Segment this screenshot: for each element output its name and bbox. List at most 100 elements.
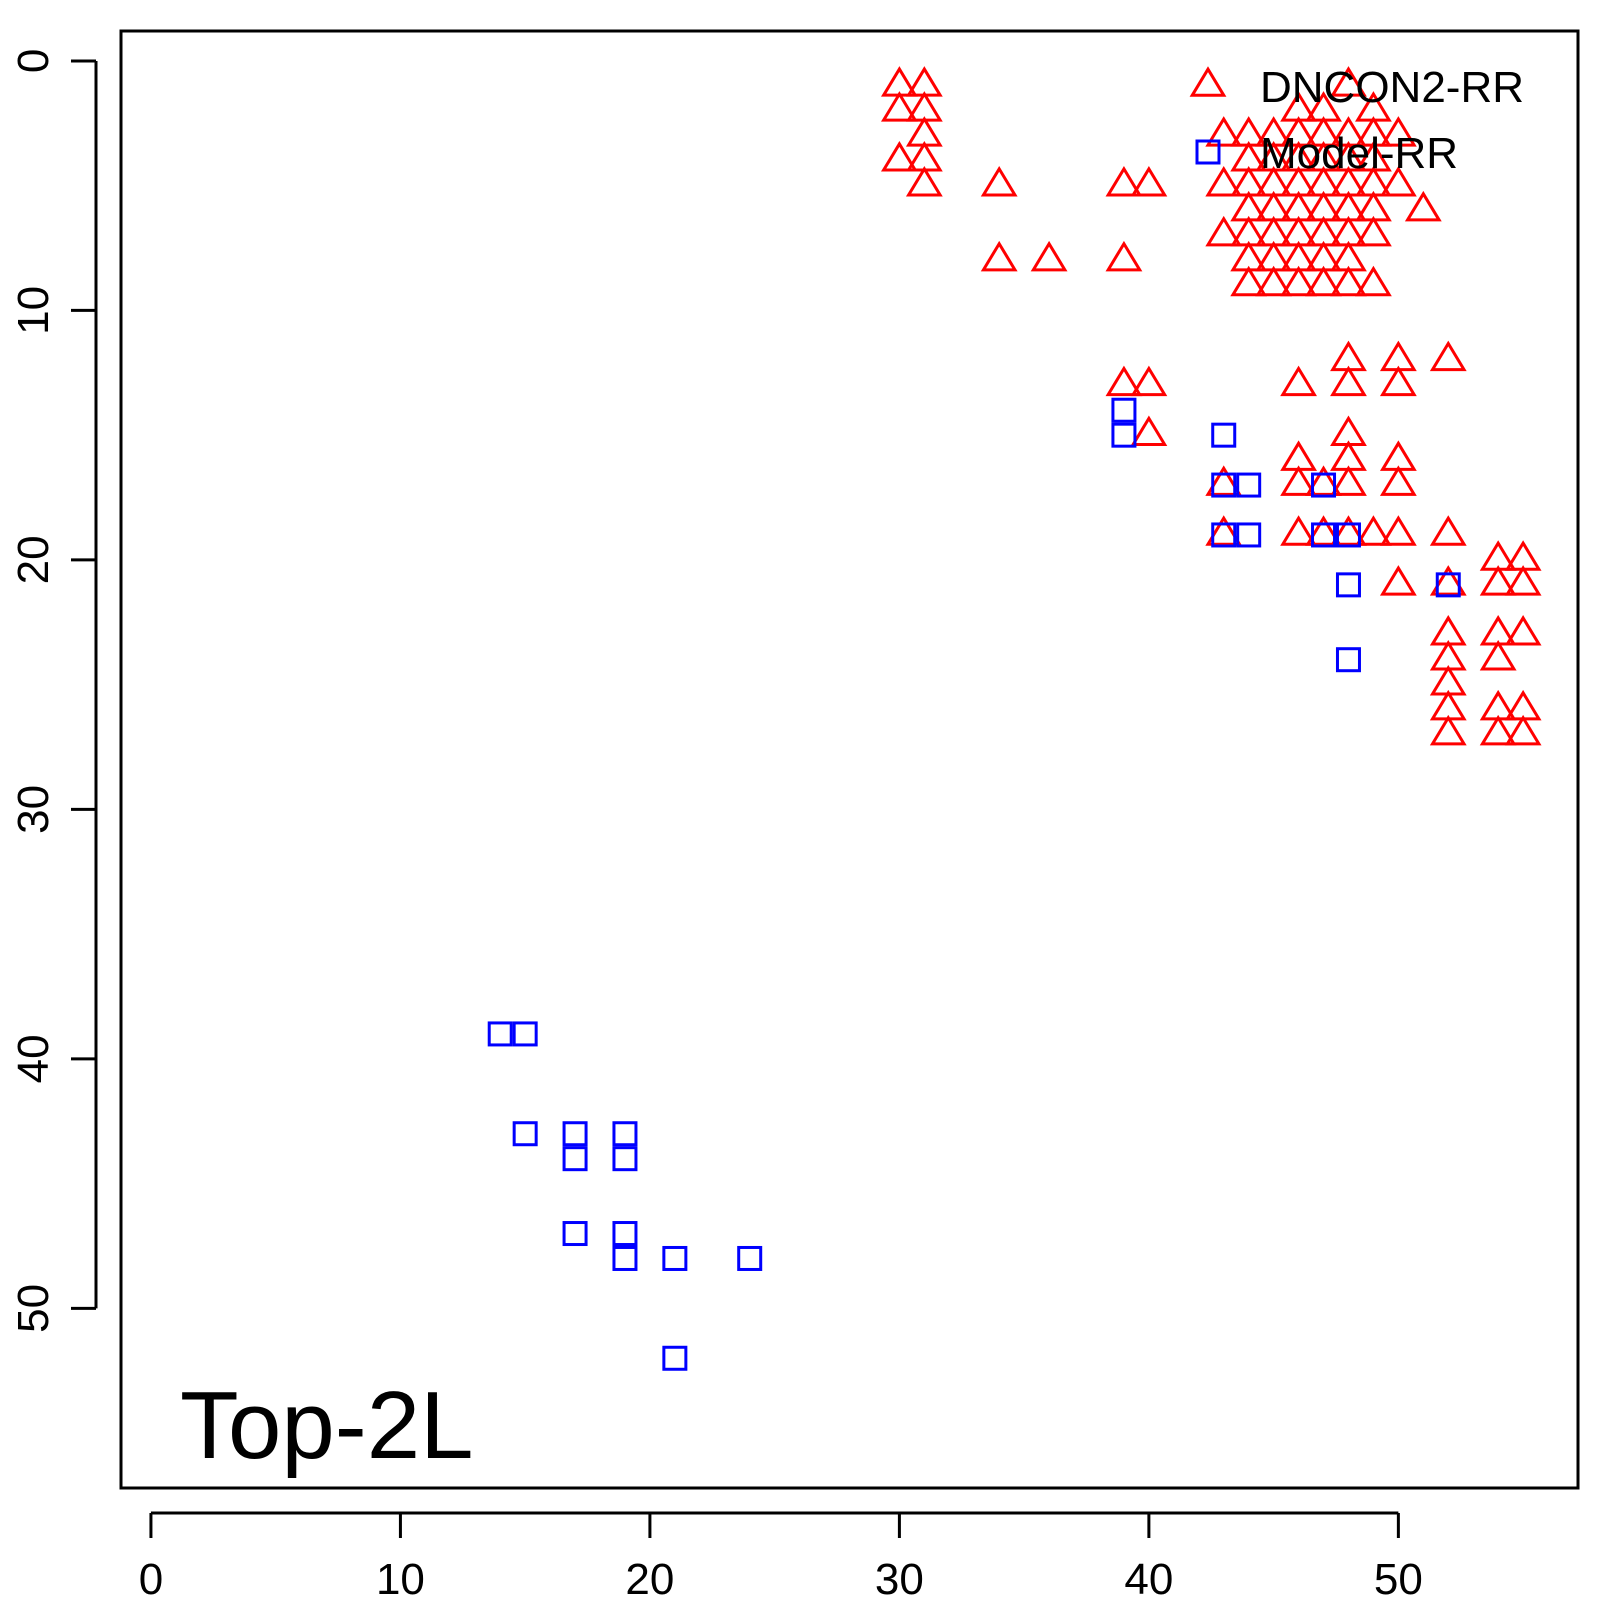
model-rr-point bbox=[1335, 572, 1361, 598]
model-rr-point bbox=[512, 1121, 538, 1147]
x-tick-label: 0 bbox=[139, 1555, 163, 1600]
dncon2-rr-point bbox=[1504, 714, 1542, 746]
model-rr-point bbox=[1211, 422, 1237, 448]
model-rr-point bbox=[562, 1146, 588, 1172]
dncon2-rr-point bbox=[1379, 515, 1417, 546]
model-rr-point bbox=[1236, 522, 1262, 548]
dncon2-rr-point bbox=[880, 141, 918, 172]
x-tick-label: 10 bbox=[376, 1555, 425, 1600]
dncon2-rr-point bbox=[1379, 165, 1417, 197]
y-tick-label: 10 bbox=[9, 286, 58, 335]
dncon2-rr-point bbox=[1429, 714, 1467, 746]
dncon2-rr-point bbox=[1429, 515, 1467, 546]
legend: DNCON2-RR Model-RR bbox=[1189, 63, 1524, 178]
model-rr-point bbox=[1435, 572, 1461, 598]
dncon2-rr-point bbox=[1404, 190, 1442, 222]
dncon2-rr-point bbox=[1330, 265, 1367, 297]
model-rr-point bbox=[612, 1146, 638, 1172]
model-rr-point bbox=[1335, 647, 1361, 673]
dncon2-rr-point bbox=[1205, 215, 1243, 247]
dncon2-rr-point bbox=[1330, 465, 1367, 496]
y-axis: 0 10 20 30 40 50 bbox=[9, 49, 98, 1333]
dncon2-rr-point bbox=[1429, 565, 1467, 596]
x-tick-label: 50 bbox=[1374, 1555, 1423, 1600]
dncon2-rr-point bbox=[880, 91, 918, 122]
dncon2-rr-point bbox=[1280, 465, 1317, 496]
y-tick-label: 0 bbox=[9, 49, 58, 73]
x-tick-label: 20 bbox=[625, 1555, 674, 1600]
model-rr-point bbox=[1211, 472, 1237, 498]
dncon2-rr-point bbox=[1255, 265, 1293, 297]
y-tick-label: 20 bbox=[9, 535, 58, 584]
model-rr-point bbox=[1111, 397, 1137, 423]
model-rr-point bbox=[1311, 472, 1337, 498]
dncon2-rr-point bbox=[980, 240, 1018, 272]
model-rr-point bbox=[562, 1221, 588, 1247]
dncon2-rr-point bbox=[905, 165, 943, 197]
y-tick-label: 50 bbox=[9, 1284, 58, 1333]
dncon2-rr-point bbox=[1205, 165, 1243, 197]
model-rr-point bbox=[487, 1021, 513, 1047]
data-points bbox=[487, 66, 1542, 1371]
dncon2-rr-point bbox=[1379, 465, 1417, 496]
chart-annotation: Top-2L bbox=[180, 1372, 474, 1479]
y-tick-label: 40 bbox=[9, 1034, 58, 1083]
dncon2-rr-point bbox=[1355, 265, 1392, 297]
legend-marker bbox=[1189, 66, 1227, 97]
dncon2-rr-point bbox=[1305, 265, 1342, 297]
dncon2-rr-point bbox=[1130, 415, 1168, 446]
dncon2-rr-point bbox=[1105, 365, 1143, 397]
dncon2-rr-point bbox=[1429, 340, 1467, 372]
dncon2-rr-point bbox=[1130, 165, 1168, 197]
dncon2-rr-point bbox=[1205, 116, 1243, 147]
dncon2-rr-point bbox=[1280, 365, 1317, 397]
y-tick-label: 30 bbox=[9, 785, 58, 834]
dncon2-rr-point bbox=[1479, 714, 1517, 746]
dncon2-rr-point bbox=[1330, 66, 1367, 97]
x-axis: 0 10 20 30 40 50 bbox=[139, 1511, 1423, 1600]
dncon2-rr-point bbox=[1330, 515, 1367, 546]
dncon2-rr-point bbox=[980, 165, 1018, 197]
dncon2-rr-point bbox=[1379, 365, 1417, 397]
dncon2-rr-point bbox=[1504, 615, 1542, 646]
dncon2-rr-point bbox=[1205, 515, 1243, 546]
dncon2-rr-point bbox=[1105, 165, 1143, 197]
model-rr-point bbox=[612, 1121, 638, 1147]
dncon2-rr-point bbox=[1479, 565, 1517, 596]
dncon2-rr-point bbox=[1355, 515, 1392, 546]
dncon2-rr-point bbox=[1330, 365, 1367, 397]
model-rr-point bbox=[1335, 522, 1361, 548]
model-rr-point bbox=[612, 1245, 638, 1271]
dncon2-rr-point bbox=[1280, 265, 1317, 297]
model-rr-point bbox=[562, 1121, 588, 1147]
x-tick-label: 40 bbox=[1124, 1555, 1173, 1600]
model-rr-point bbox=[1236, 472, 1262, 498]
model-rr-point bbox=[662, 1245, 688, 1271]
legend-marker bbox=[1195, 139, 1221, 165]
dncon2-rr-point bbox=[1379, 116, 1417, 147]
model-rr-point bbox=[1111, 422, 1137, 448]
dncon2-rr-point bbox=[1280, 515, 1317, 546]
model-rr-point bbox=[737, 1245, 763, 1271]
dncon2-rr-point bbox=[1105, 240, 1143, 272]
dncon2-rr-point bbox=[1130, 365, 1168, 397]
model-rr-point bbox=[512, 1021, 538, 1047]
dncon2-rr-point bbox=[1205, 465, 1243, 496]
dncon2-rr-point bbox=[1230, 265, 1268, 297]
dncon2-rr-point bbox=[1305, 515, 1342, 546]
model-rr-point bbox=[662, 1345, 688, 1371]
model-rr-point bbox=[1211, 522, 1237, 548]
legend-label: DNCON2-RR bbox=[1260, 63, 1524, 112]
dncon2-rr-point bbox=[1305, 465, 1342, 496]
dncon2-rr-point bbox=[1355, 215, 1392, 247]
legend-label: Model-RR bbox=[1260, 129, 1458, 178]
plot-frame bbox=[119, 29, 1580, 1490]
dncon2-rr-point bbox=[1504, 565, 1542, 596]
model-rr-point bbox=[1311, 522, 1337, 548]
x-tick-label: 30 bbox=[875, 1555, 924, 1600]
dncon2-rr-point bbox=[1379, 565, 1417, 596]
dncon2-rr-point bbox=[1479, 640, 1517, 671]
dncon2-rr-point bbox=[1030, 240, 1068, 272]
model-rr-point bbox=[612, 1221, 638, 1247]
